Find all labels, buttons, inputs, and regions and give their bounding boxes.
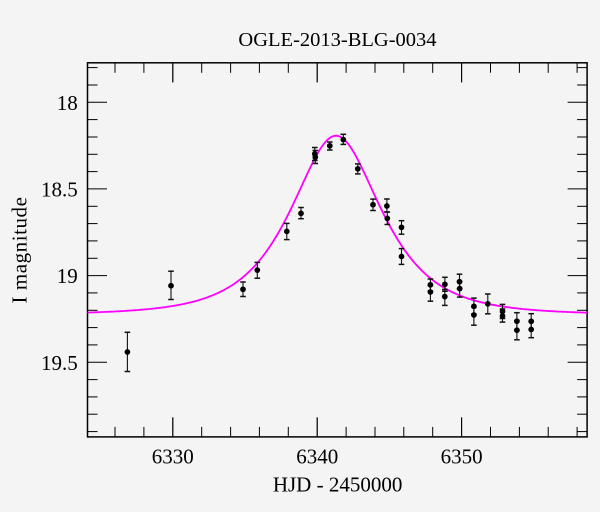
svg-text:19.5: 19.5: [41, 351, 78, 375]
svg-text:OGLE-2013-BLG-0034: OGLE-2013-BLG-0034: [238, 29, 436, 51]
svg-text:18: 18: [57, 91, 78, 115]
svg-text:18.5: 18.5: [41, 177, 78, 201]
svg-text:6330: 6330: [152, 444, 194, 468]
svg-text:HJD - 2450000: HJD - 2450000: [273, 473, 403, 497]
svg-text:6340: 6340: [296, 444, 338, 468]
svg-text:19: 19: [57, 264, 78, 288]
svg-text:I magnitude: I magnitude: [8, 197, 32, 304]
svg-text:6350: 6350: [441, 444, 483, 468]
